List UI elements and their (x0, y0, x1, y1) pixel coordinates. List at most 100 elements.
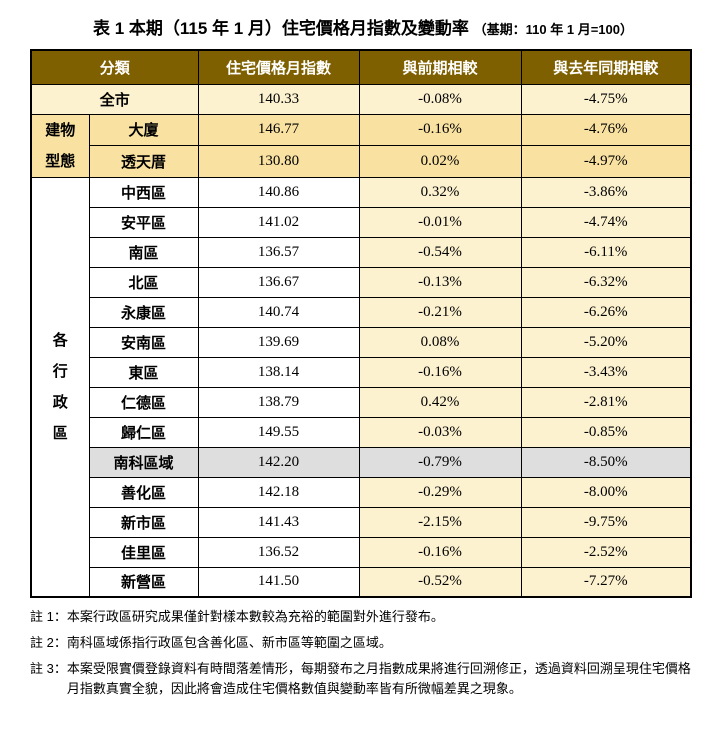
yoy-change: -8.00% (520, 476, 692, 508)
yoy-change: -5.20% (520, 326, 692, 358)
table-row: 新營區 141.50 -0.52% -7.27% (31, 566, 692, 598)
column-header-index: 住宅價格月指數 (197, 49, 360, 85)
price-index-table: 分類 住宅價格月指數 與前期相較 與去年同期相較 全市 140.33 -0.08… (30, 49, 693, 598)
row-label: 歸仁區 (88, 416, 199, 448)
yoy-change: -4.74% (520, 206, 692, 238)
footnote-3-id: 註 3： (30, 661, 67, 676)
footnote-1-text: 本案行政區研究成果僅針對樣本數較為充裕的範圍對外進行發布。 (66, 609, 444, 624)
footnote-3: 註 3： 本案受限實價登錄資料有時間落差情形，每期發布之月指數成果將進行回溯修正… (30, 659, 694, 699)
index-value: 138.79 (197, 386, 360, 418)
mom-change: -2.15% (358, 506, 522, 538)
index-value: 140.33 (197, 83, 360, 115)
index-value: 136.67 (197, 266, 360, 298)
table-title-base-note: （基期：110 年 1 月=100） (473, 22, 633, 37)
row-label: 安平區 (88, 206, 199, 238)
index-value: 140.74 (197, 296, 360, 328)
row-label: 中西區 (88, 176, 199, 208)
report-page: 表 1 本期（115 年 1 月）住宅價格月指數及變動率 （基期：110 年 1… (30, 14, 696, 699)
group-label-building-type: 建物 型態 (30, 113, 90, 178)
row-label: 透天厝 (88, 145, 199, 178)
row-label: 新營區 (88, 566, 199, 598)
table-row: 善化區 142.18 -0.29% -8.00% (31, 476, 692, 508)
yoy-change: -8.50% (520, 446, 692, 478)
mom-change: -0.54% (358, 236, 522, 268)
mom-change: 0.08% (358, 326, 522, 358)
mom-change: -0.52% (358, 566, 522, 598)
row-label: 北區 (88, 266, 199, 298)
yoy-change: -4.76% (520, 113, 692, 146)
yoy-change: -4.75% (520, 83, 692, 115)
index-value: 142.18 (197, 476, 360, 508)
table-row: 新市區 141.43 -2.15% -9.75% (31, 506, 692, 538)
index-value: 139.69 (197, 326, 360, 358)
row-label: 南科區域 (88, 446, 199, 478)
mom-change: -0.16% (358, 356, 522, 388)
footnotes: 註 1： 本案行政區研究成果僅針對樣本數較為充裕的範圍對外進行發布。 註 2： … (30, 607, 694, 699)
table-row: 永康區 140.74 -0.21% -6.26% (31, 296, 692, 328)
row-label: 新市區 (88, 506, 199, 538)
row-label: 大廈 (88, 113, 199, 146)
table-row: 歸仁區 149.55 -0.03% -0.85% (31, 416, 692, 448)
row-label: 安南區 (88, 326, 199, 358)
row-label: 永康區 (88, 296, 199, 328)
index-value: 141.50 (197, 566, 360, 598)
index-value: 136.52 (197, 536, 360, 568)
table-row: 建物 型態 大廈 146.77 -0.16% -4.76% (30, 113, 692, 178)
index-value: 142.20 (197, 446, 360, 478)
mom-change: -0.03% (358, 416, 522, 448)
yoy-change: -2.81% (520, 386, 692, 418)
column-header-category: 分類 (30, 49, 199, 85)
index-value: 130.80 (197, 145, 360, 178)
mom-change: -0.01% (358, 206, 522, 238)
table-row: 安平區 141.02 -0.01% -4.74% (31, 206, 692, 238)
index-value: 136.57 (197, 236, 360, 268)
mom-change: 0.02% (358, 145, 522, 178)
footnote-1: 註 1： 本案行政區研究成果僅針對樣本數較為充裕的範圍對外進行發布。 (30, 607, 694, 627)
yoy-change: -0.85% (520, 416, 692, 448)
table-row: 各 行 政 區 中西區 140.86 0.32% -3.86% (30, 176, 692, 598)
yoy-change: -4.97% (520, 145, 692, 178)
column-header-yoy: 與去年同期相較 (520, 49, 692, 85)
table-row: 仁德區 138.79 0.42% -2.81% (31, 386, 692, 418)
footnote-2-id: 註 2： (30, 635, 67, 650)
mom-change: -0.29% (358, 476, 522, 508)
yoy-change: -7.27% (520, 566, 692, 598)
table-title-main: 表 1 本期（115 年 1 月）住宅價格月指數及變動率 (92, 19, 469, 38)
table-row: 東區 138.14 -0.16% -3.43% (31, 356, 692, 388)
yoy-change: -6.32% (520, 266, 692, 298)
footnote-1-id: 註 1： (30, 609, 67, 624)
index-value: 146.77 (197, 113, 360, 146)
mom-change: 0.42% (358, 386, 522, 418)
header-row: 分類 住宅價格月指數 與前期相較 與去年同期相較 (30, 49, 692, 85)
footnote-2: 註 2： 南科區域係指行政區包含善化區、新市區等範圍之區域。 (30, 633, 694, 653)
table-row: 南區 136.57 -0.54% -6.11% (31, 236, 692, 268)
table-row: 安南區 139.69 0.08% -5.20% (31, 326, 692, 358)
yoy-change: -3.86% (520, 176, 692, 208)
table-row: 北區 136.67 -0.13% -6.32% (31, 266, 692, 298)
footnote-2-text: 南科區域係指行政區包含善化區、新市區等範圍之區域。 (66, 635, 392, 650)
row-label: 南區 (88, 236, 199, 268)
mom-change: -0.79% (358, 446, 522, 478)
mom-change: -0.16% (358, 536, 522, 568)
yoy-change: -9.75% (520, 506, 692, 538)
yoy-change: -3.43% (520, 356, 692, 388)
row-label: 佳里區 (88, 536, 199, 568)
mom-change: -0.16% (358, 113, 522, 146)
table-row-southern-science-park: 南科區域 142.20 -0.79% -8.50% (31, 446, 692, 478)
index-value: 140.86 (197, 176, 360, 208)
table-title: 表 1 本期（115 年 1 月）住宅價格月指數及變動率 （基期：110 年 1… (30, 14, 696, 39)
mom-change: 0.32% (358, 176, 522, 208)
yoy-change: -6.11% (520, 236, 692, 268)
column-header-mom: 與前期相較 (358, 49, 522, 85)
table-row: 透天厝 130.80 0.02% -4.97% (31, 145, 692, 178)
yoy-change: -6.26% (520, 296, 692, 328)
table-row: 全市 140.33 -0.08% -4.75% (30, 83, 692, 115)
row-label: 仁德區 (88, 386, 199, 418)
mom-change: -0.08% (358, 83, 522, 115)
mom-change: -0.21% (358, 296, 522, 328)
row-label: 東區 (88, 356, 199, 388)
footnote-3-text: 本案受限實價登錄資料有時間落差情形，每期發布之月指數成果將進行回溯修正，透過資料… (66, 661, 691, 696)
mom-change: -0.13% (358, 266, 522, 298)
row-label: 善化區 (88, 476, 199, 508)
index-value: 149.55 (197, 416, 360, 448)
